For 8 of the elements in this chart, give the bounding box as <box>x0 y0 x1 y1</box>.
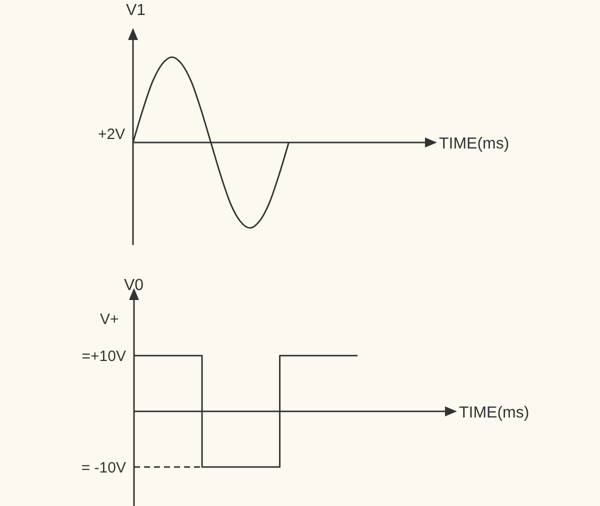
y-tick-label: =+10V <box>82 348 126 365</box>
text: +2V <box>98 126 126 143</box>
x-axis-title: TIME(ms) <box>459 404 530 422</box>
y-tick-label: = -10V <box>81 459 126 476</box>
y-axis-title: V1 <box>126 2 146 20</box>
x-axis-title: TIME(ms) <box>439 136 510 152</box>
y-axis-title: V0 <box>124 277 144 295</box>
text: V+ <box>100 311 119 328</box>
